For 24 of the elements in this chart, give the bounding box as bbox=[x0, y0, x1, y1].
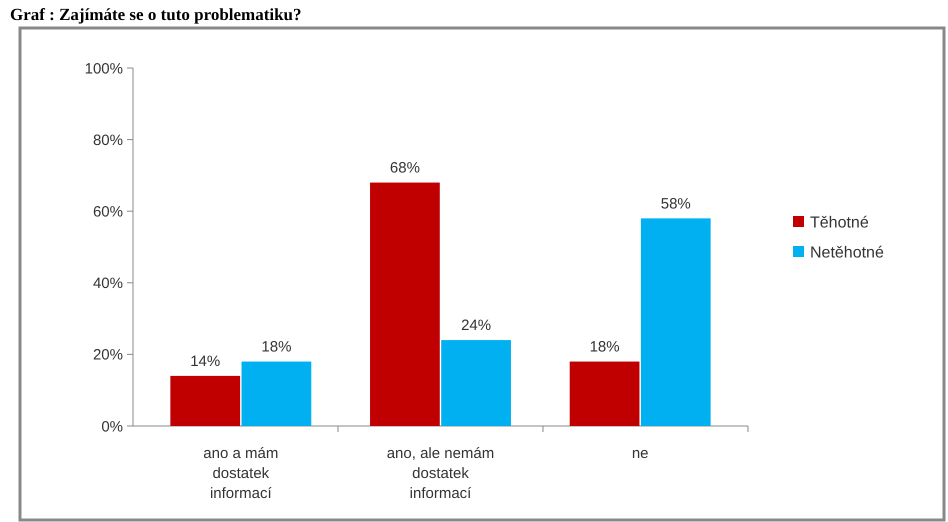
data-label: 18% bbox=[590, 338, 620, 356]
data-label: 18% bbox=[261, 338, 292, 356]
bar bbox=[242, 362, 312, 426]
bar bbox=[370, 182, 440, 426]
bar bbox=[441, 340, 511, 426]
legend-label: Netěhotné bbox=[810, 244, 884, 262]
y-tick-label: 100% bbox=[84, 60, 123, 78]
chart-title: Graf : Zajímáte se o tuto problematiku? bbox=[10, 5, 302, 24]
x-tick-label: ne bbox=[632, 445, 649, 462]
bar bbox=[570, 362, 640, 426]
data-label: 68% bbox=[390, 160, 420, 177]
data-label: 24% bbox=[461, 317, 492, 334]
data-label: 58% bbox=[660, 195, 691, 212]
bar bbox=[640, 218, 711, 426]
y-tick-label: 20% bbox=[92, 346, 123, 364]
x-tick-label: ano, ale nemám dostatek informací bbox=[386, 445, 494, 502]
y-tick-label: 60% bbox=[92, 203, 123, 220]
data-label: 14% bbox=[190, 352, 220, 370]
legend-label: Těhotné bbox=[810, 214, 869, 232]
y-tick-label: 40% bbox=[92, 275, 123, 292]
bar bbox=[170, 376, 240, 426]
y-tick-label: 80% bbox=[92, 132, 123, 149]
y-tick-label: 0% bbox=[101, 418, 123, 436]
x-tick-label: ano a mám dostatek informací bbox=[203, 445, 278, 502]
